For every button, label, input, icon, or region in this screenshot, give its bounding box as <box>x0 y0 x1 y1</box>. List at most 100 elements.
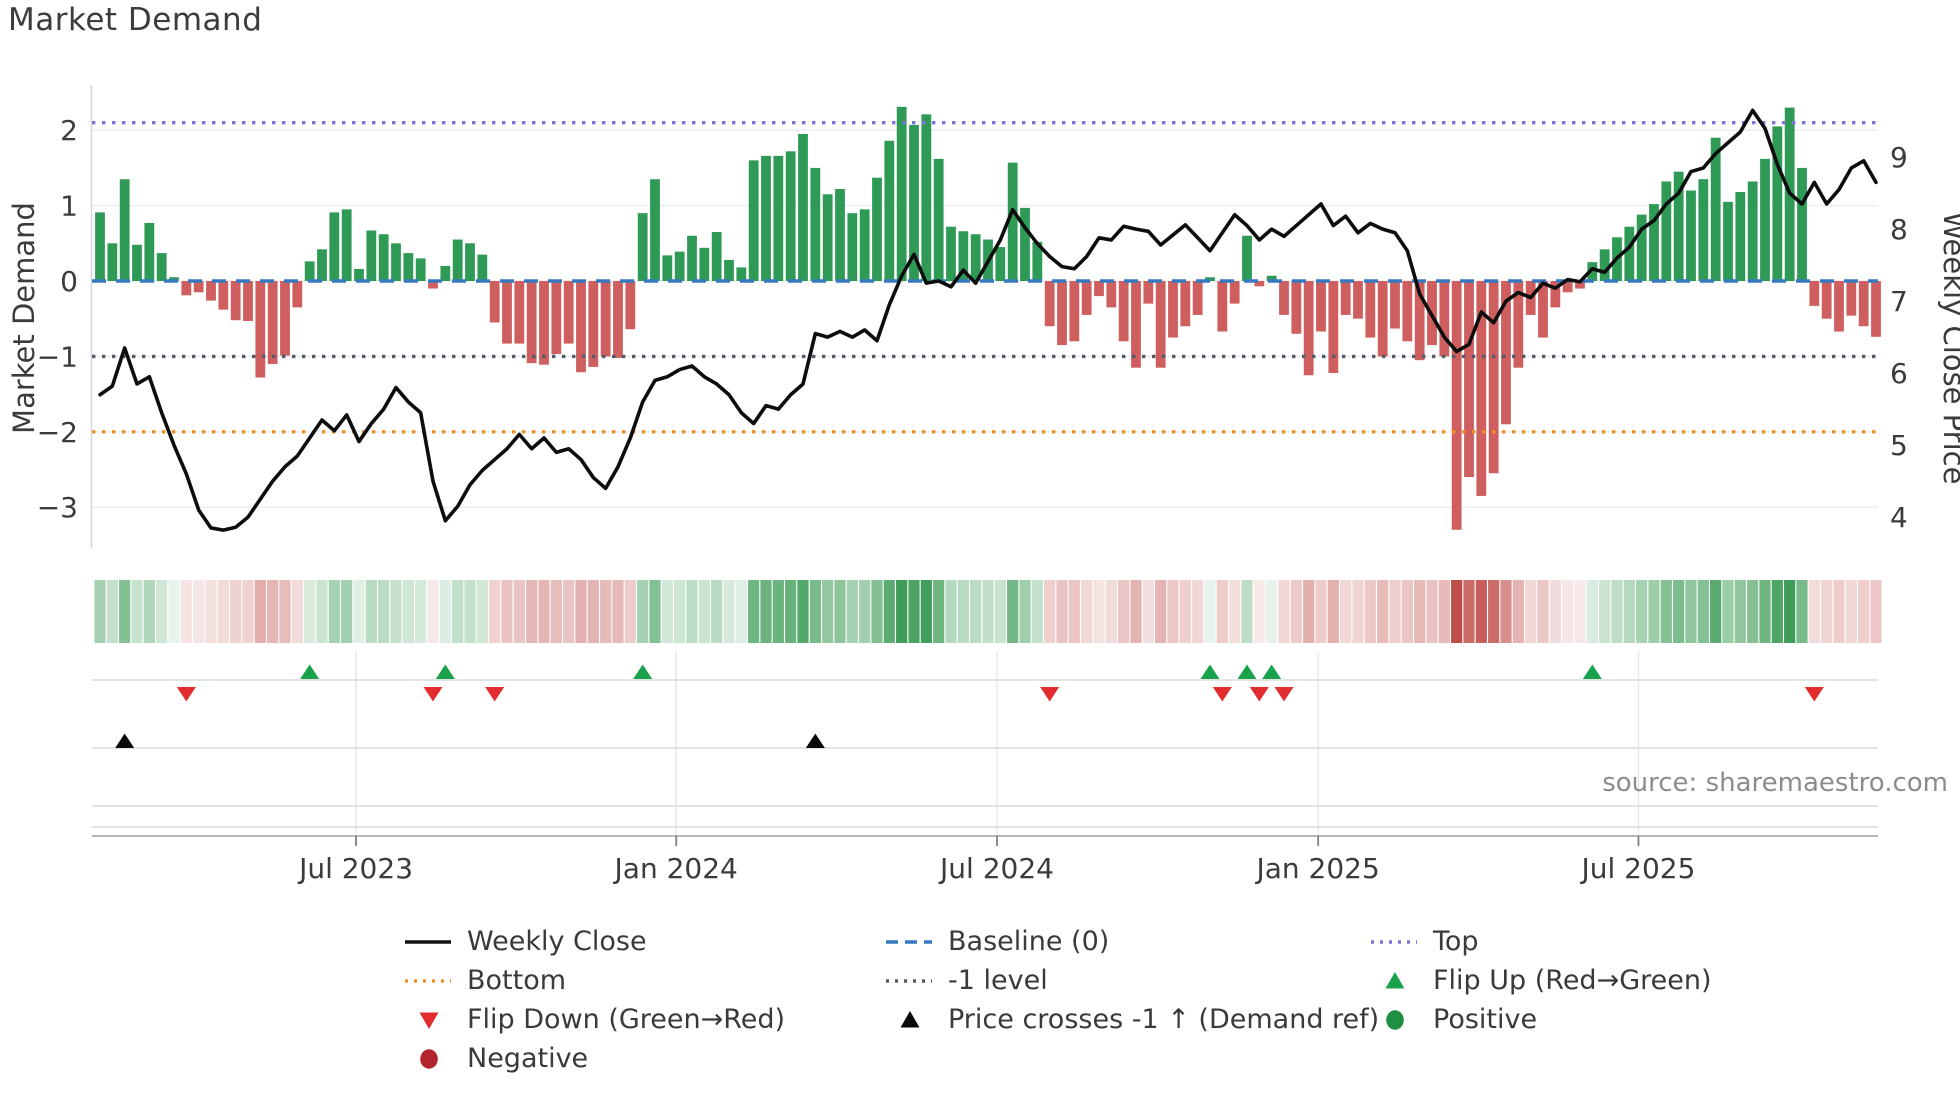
demand-bar <box>526 281 537 364</box>
demand-bar <box>563 281 574 344</box>
legend-item-bottom: Bottom <box>403 961 785 1000</box>
demand-bar <box>1772 126 1783 282</box>
demand-bar <box>1636 214 1647 281</box>
legend-column-2: Baseline (0) -1 level Price crosses -1 ↑ (… <box>884 922 1379 1039</box>
demand-bar <box>1242 235 1252 281</box>
heatmap-cell <box>1870 580 1882 643</box>
heatmap-cell <box>217 580 229 643</box>
heatmap-cell <box>1179 580 1191 643</box>
heatmap-cell <box>772 580 784 643</box>
demand-bar <box>119 179 130 281</box>
heatmap-cell <box>1488 580 1500 643</box>
demand-bar <box>613 281 623 358</box>
demand-bar <box>1513 281 1524 368</box>
heatmap-cell <box>1229 580 1241 643</box>
demand-bar <box>1353 281 1363 319</box>
heatmap-cell <box>254 580 266 643</box>
demand-bar <box>169 277 179 281</box>
legend-item-positive: Positive <box>1369 1000 1712 1039</box>
heatmap-cell <box>328 580 340 643</box>
demand-bar <box>1168 281 1178 338</box>
demand-bar <box>1303 281 1314 376</box>
right-tick-label: 9 <box>1890 141 1908 174</box>
flip-up-marker <box>633 664 653 679</box>
left-axis-ticks: 2 1 0 −1 −2 −3 <box>37 114 78 524</box>
demand-bar <box>1069 281 1080 342</box>
demand-bar <box>625 281 636 330</box>
heatmap-cell <box>550 580 562 643</box>
heatmap-cell <box>1734 580 1746 643</box>
x-tick-label: Jul 2025 <box>1579 852 1695 885</box>
heatmap-cell <box>452 580 464 643</box>
demand-bar <box>95 212 105 281</box>
heatmap-cell <box>316 580 328 643</box>
heatmap-cell <box>267 580 279 643</box>
heatmap-cell <box>883 580 895 643</box>
heatmap-cell <box>649 580 661 643</box>
legend-symbol-dotted-icon <box>886 978 932 983</box>
demand-bar <box>1291 281 1302 334</box>
demand-bar <box>921 114 932 281</box>
legend-symbol-circle-icon <box>420 1048 438 1069</box>
heatmap-cell <box>415 580 427 643</box>
demand-bar <box>452 239 463 281</box>
demand-bar <box>403 253 414 281</box>
heatmap-cell <box>131 580 143 643</box>
heatmap-cell <box>106 580 118 643</box>
demand-bar <box>1390 281 1400 329</box>
heatmap-cell <box>1426 580 1438 643</box>
heatmap-cell <box>378 580 390 643</box>
legend-label: -1 level <box>948 965 1048 996</box>
heatmap-cell <box>587 580 599 643</box>
heatmap-cell <box>1623 580 1635 643</box>
legend-label: Flip Down (Green→Red) <box>467 1004 786 1035</box>
heatmap-cell <box>661 580 673 643</box>
heatmap-cell <box>982 580 994 643</box>
demand-bar <box>847 213 858 281</box>
demand-bar <box>1217 281 1228 332</box>
heatmap-cell <box>156 580 168 643</box>
demand-bar <box>699 247 710 281</box>
demand-bar <box>810 167 821 281</box>
demand-bar <box>872 177 882 281</box>
demand-bar <box>1451 281 1462 530</box>
heatmap-cell <box>1808 580 1820 643</box>
legend-item-price-crosses-1-demand-ref: Price crosses -1 ↑ (Demand ref) <box>884 1000 1379 1039</box>
demand-bar <box>366 230 377 281</box>
demand-bar <box>255 281 266 378</box>
heatmap-cell <box>1093 580 1105 643</box>
heatmap-cell <box>1611 580 1623 643</box>
heatmap-cell <box>1290 580 1302 643</box>
heatmap-cell <box>735 580 747 643</box>
marker-panel: Jul 2023 Jan 2024 Jul 2024 Jan 2025 Jul 2025 <box>92 652 1878 885</box>
demand-bar <box>144 222 155 281</box>
right-tick-label: 7 <box>1890 285 1908 318</box>
heatmap-cell <box>1537 580 1549 643</box>
legend-item-baseline-0: Baseline (0) <box>884 922 1379 961</box>
demand-bar <box>798 133 808 281</box>
heatmap-cell <box>1019 580 1031 643</box>
legend-item-negative: Negative <box>403 1039 785 1078</box>
demand-bar <box>970 234 981 281</box>
heatmap-cell <box>1562 580 1574 643</box>
demand-bar <box>835 189 845 281</box>
heatmap-cell <box>1512 580 1524 643</box>
demand-bar <box>329 212 340 281</box>
flip-down-marker <box>1212 687 1232 702</box>
heatmap-cell <box>168 580 180 643</box>
demand-bar <box>1550 281 1561 308</box>
demand-bar <box>1007 162 1018 281</box>
demand-bar <box>341 209 352 281</box>
heatmap-cell <box>1204 580 1216 643</box>
heatmap-cell <box>1192 580 1204 643</box>
heatmap-cell <box>1858 580 1870 643</box>
heatmap-cell <box>390 580 402 643</box>
heatmap-cell <box>353 580 365 643</box>
heatmap-cell <box>1821 580 1833 643</box>
left-tick-label: 0 <box>60 265 78 298</box>
heatmap-cell <box>1673 580 1685 643</box>
demand-bar <box>489 281 500 323</box>
demand-bar <box>1032 241 1043 281</box>
heatmap-cell <box>1031 580 1043 643</box>
price-cross-marker <box>115 733 135 748</box>
